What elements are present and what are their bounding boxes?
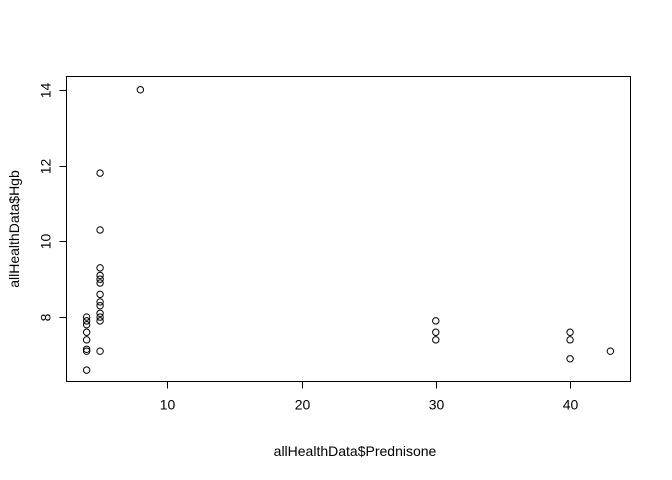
plot-frame bbox=[66, 76, 631, 382]
data-point bbox=[96, 298, 104, 306]
data-point bbox=[96, 271, 104, 280]
y-tick-label: 10 bbox=[38, 234, 54, 250]
data-point bbox=[566, 328, 574, 336]
data-point bbox=[566, 336, 574, 344]
y-tick-label: 14 bbox=[38, 83, 54, 99]
y-tick-label: 12 bbox=[38, 159, 54, 175]
data-point bbox=[566, 355, 574, 363]
x-tick-label: 20 bbox=[295, 397, 311, 413]
data-point bbox=[96, 309, 104, 318]
data-point bbox=[96, 264, 104, 272]
data-point bbox=[82, 313, 91, 321]
data-point bbox=[96, 347, 104, 355]
data-point bbox=[96, 290, 104, 299]
data-point bbox=[432, 328, 440, 336]
data-point bbox=[82, 320, 91, 329]
x-tick-label: 40 bbox=[563, 397, 579, 413]
y-axis-label: allHealthData$Hgb bbox=[6, 170, 22, 288]
data-point bbox=[96, 313, 104, 321]
data-point bbox=[136, 86, 145, 94]
data-point bbox=[96, 275, 104, 283]
x-axis-label: allHealthData$Prednisone bbox=[274, 443, 437, 459]
data-point bbox=[96, 317, 104, 325]
data-point bbox=[96, 169, 104, 177]
data-points bbox=[82, 86, 615, 374]
y-tick-label: 8 bbox=[38, 313, 54, 321]
data-point bbox=[82, 366, 91, 374]
data-point bbox=[432, 336, 440, 344]
data-point bbox=[82, 345, 91, 353]
data-point bbox=[82, 317, 91, 325]
data-point bbox=[96, 302, 104, 310]
data-point bbox=[82, 328, 91, 336]
y-axis: 8 10 12 14 bbox=[38, 83, 67, 321]
data-point bbox=[82, 336, 91, 344]
data-point bbox=[96, 279, 104, 287]
data-point bbox=[96, 226, 104, 234]
x-tick-label: 30 bbox=[429, 397, 445, 413]
data-point bbox=[82, 347, 91, 355]
x-tick-label: 10 bbox=[160, 397, 176, 413]
data-point bbox=[432, 317, 440, 325]
data-point bbox=[606, 347, 615, 355]
x-axis: 10 20 30 40 bbox=[160, 381, 579, 413]
